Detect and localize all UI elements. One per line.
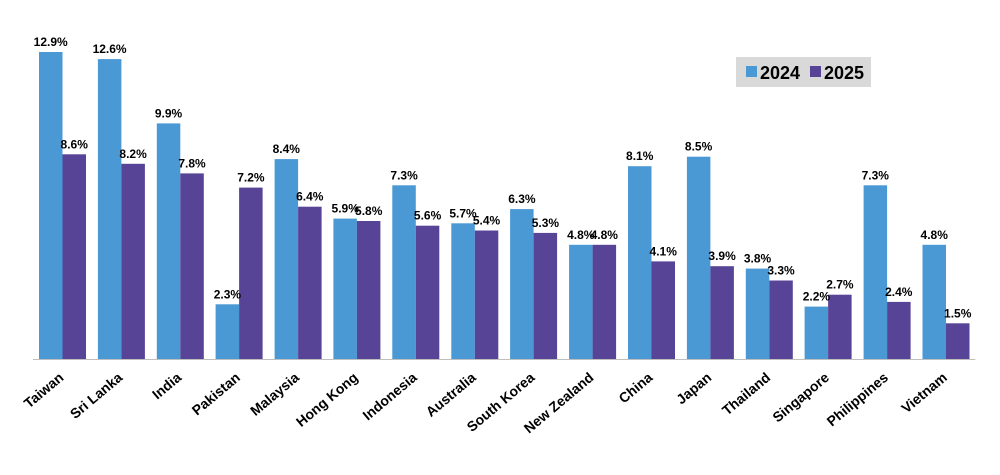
bar-india-2024 [156,123,181,360]
bar-hong-kong-2025 [356,221,381,359]
bar-philippines-2025 [887,301,911,359]
data-label-indonesia-2024: 7.3% [390,168,418,182]
legend-swatch-2025 [810,66,821,77]
bar-pakistan-2025 [239,187,263,359]
data-label-china-2025: 4.1% [650,244,678,258]
data-label-singapore-2025: 2.7% [826,278,854,292]
data-label-pakistan-2025: 7.2% [237,171,265,185]
bar-sri-lanka-2024 [97,59,122,359]
data-label-hong-kong-2025: 5.8% [355,204,383,218]
data-label-sri-lanka-2024: 12.6% [93,42,127,56]
data-label-vietnam-2025: 1.5% [944,306,972,320]
bar-thailand-2024 [745,268,770,359]
x-tick-label-hong-kong: Hong Kong [293,369,361,430]
bar-new-zealand-2024 [569,244,593,359]
bar-pakistan-2024 [215,304,240,359]
bars-layer [39,52,970,360]
bar-taiwan-2024 [39,52,63,359]
x-tick-labels-layer: Taiwan Sri Lanka India Pakistan MalaysiaHong… [21,369,950,436]
legend-background [736,57,871,87]
data-label-vietnam-2024: 4.8% [921,228,949,242]
x-tick-label-pakistan: Pakistan [189,369,243,418]
bar-australia-2025 [474,230,499,359]
bar-indonesia-2025 [415,225,440,359]
data-label-south-korea-2025: 5.3% [532,216,560,230]
data-label-thailand-2025: 3.3% [767,264,795,278]
bar-vietnam-2025 [946,323,970,359]
x-tick-label-malaysia: Malaysia [247,369,302,419]
data-label-new-zealand-2024: 4.8% [567,228,595,242]
legend-swatch-2024 [746,66,757,77]
data-label-malaysia-2025: 6.4% [296,190,324,204]
data-label-japan-2025: 3.9% [708,249,736,263]
data-label-sri-lanka-2025: 8.2% [119,147,147,161]
bar-china-2025 [651,261,675,359]
data-label-japan-2024: 8.5% [685,140,713,154]
bar-australia-2024 [451,223,475,359]
bar-hong-kong-2024 [333,218,357,359]
bar-singapore-2024 [804,306,829,359]
x-tick-label-sri-lanka: Sri Lanka [67,369,126,422]
data-label-taiwan-2025: 8.6% [61,137,89,151]
bar-malaysia-2025 [298,206,322,359]
legend-label-2024: 2024 [760,63,800,83]
data-label-malaysia-2024: 8.4% [273,142,301,156]
data-label-philippines-2024: 7.3% [862,168,890,182]
data-labels-layer: 12.9% 8.6% 12.6% 8.2% 9.9% 7.8% 2.3% 7.2% 8.4% 6.… [34,35,972,320]
x-tick-label-india: India [149,369,184,402]
bar-thailand-2025 [769,280,793,359]
data-label-philippines-2025: 2.4% [885,285,913,299]
data-label-india-2025: 7.8% [178,156,206,170]
legend-label-2025: 2025 [824,63,864,83]
x-tick-label-china: China [615,369,655,406]
data-label-taiwan-2024: 12.9% [34,35,68,49]
x-tick-label-philippines: Philippines [824,369,892,429]
bar-china-2024 [628,166,652,359]
bar-philippines-2024 [863,185,888,359]
bar-south-korea-2025 [533,232,558,359]
x-tick-label-australia: Australia [423,369,479,420]
bar-malaysia-2024 [274,159,299,359]
data-label-hong-kong-2024: 5.9% [332,202,360,216]
data-label-australia-2024: 5.7% [449,206,477,220]
data-label-pakistan-2024: 2.3% [214,287,242,301]
data-label-india-2024: 9.9% [155,106,183,120]
bar-taiwan-2025 [62,154,86,359]
bar-vietnam-2024 [922,244,946,359]
legend: 2024 2025 [736,57,871,87]
bar-south-korea-2024 [510,209,534,359]
bar-new-zealand-2025 [592,244,617,359]
x-tick-label-taiwan: Taiwan [21,369,67,411]
bar-india-2025 [180,173,204,359]
data-label-thailand-2024: 3.8% [744,252,772,266]
bar-singapore-2025 [828,294,852,359]
data-label-australia-2025: 5.4% [473,214,501,228]
x-tick-label-thailand: Thailand [719,369,773,418]
data-label-china-2024: 8.1% [626,149,654,163]
x-tick-label-vietnam: Vietnam [898,369,950,416]
bar-sri-lanka-2025 [121,163,145,359]
x-tick-label-indonesia: Indonesia [359,369,420,423]
bar-indonesia-2024 [392,185,416,359]
bar-japan-2024 [686,156,711,359]
x-tick-label-japan: Japan [673,369,714,407]
data-label-indonesia-2025: 5.6% [414,209,442,223]
data-label-new-zealand-2025: 4.8% [591,228,619,242]
data-label-singapore-2024: 2.2% [803,290,831,304]
bar-japan-2025 [710,266,734,359]
data-label-south-korea-2024: 6.3% [508,192,536,206]
